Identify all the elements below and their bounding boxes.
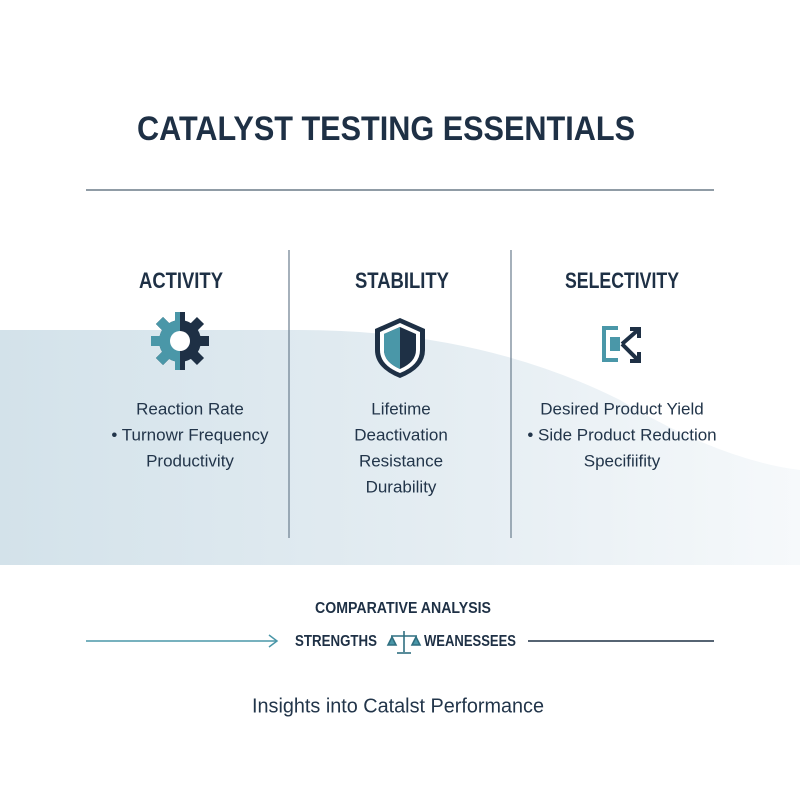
gear-tooth	[175, 358, 180, 370]
column-item: Resistance	[359, 451, 443, 470]
column-item: Productivity	[146, 451, 234, 470]
column-item: Reaction Rate	[136, 399, 244, 418]
column-item: • Side Product Reduction	[527, 425, 716, 444]
column-item: Deactivation	[354, 425, 448, 444]
column-heading: SELECTIVITY	[565, 268, 679, 293]
column-heading: ACTIVITY	[139, 268, 223, 293]
scale-icon	[386, 631, 422, 654]
title: CATALYST TESTING ESSENTIALS	[137, 110, 635, 148]
gear-hole	[170, 331, 190, 351]
comparison-right: WEANESSEES	[424, 633, 516, 650]
footer: Insights into Catalst Performance	[252, 695, 544, 717]
shield-icon	[375, 318, 425, 378]
column-item: • Turnowr Frequency	[111, 425, 269, 444]
gear-tooth	[175, 312, 180, 324]
comparison-left: STRENGTHS	[295, 633, 377, 650]
column-heading: STABILITY	[355, 268, 449, 293]
gear-body	[159, 320, 180, 362]
column-item: Durability	[366, 477, 437, 496]
selectivity-icon	[602, 326, 641, 363]
column-item: Desired Product Yield	[540, 399, 703, 418]
comparison-label: COMPARATIVE ANALYSIS	[315, 600, 491, 617]
background-band	[0, 330, 800, 565]
arrow-head	[268, 634, 279, 648]
column-item: Specifiifity	[584, 451, 661, 470]
gear-part	[151, 312, 180, 370]
column-item: Lifetime	[371, 399, 431, 418]
gear-icon	[151, 312, 209, 370]
